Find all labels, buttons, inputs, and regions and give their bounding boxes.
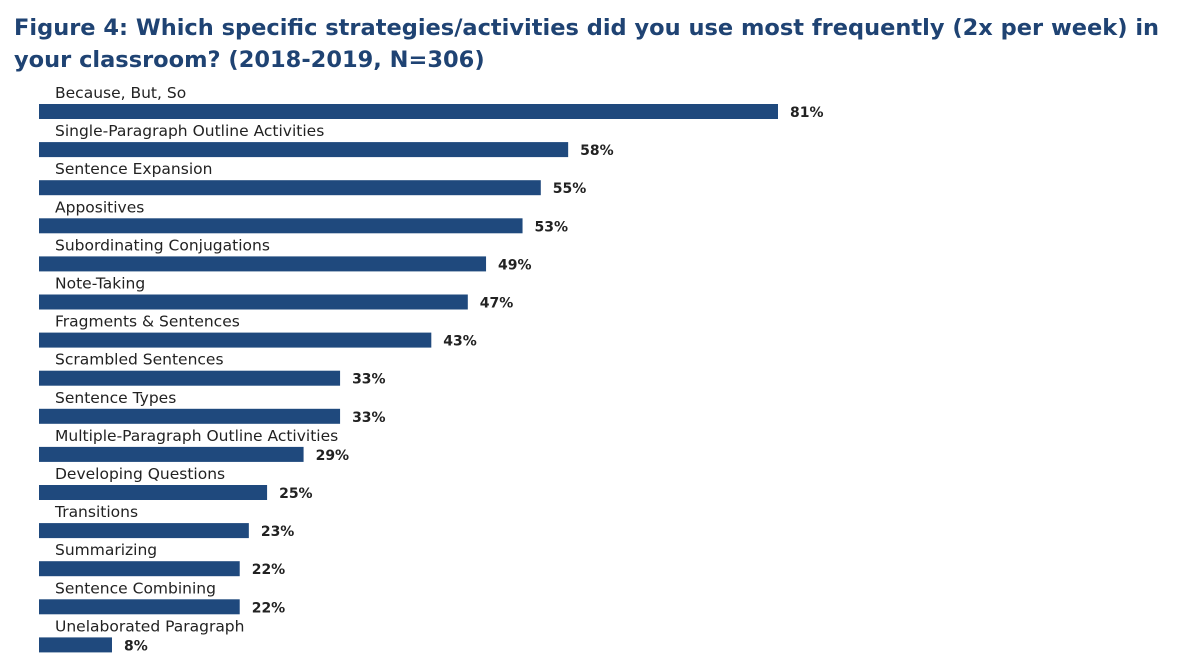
bar xyxy=(39,104,778,119)
value-label: 81% xyxy=(790,105,824,121)
category-label: Developing Questions xyxy=(55,465,225,483)
bar xyxy=(39,294,468,310)
bar xyxy=(39,256,487,272)
bar xyxy=(39,408,341,424)
value-label: 23% xyxy=(261,524,295,540)
value-label: 8% xyxy=(124,638,148,654)
bar xyxy=(39,370,341,386)
value-label: 53% xyxy=(535,219,569,235)
category-label: Summarizing xyxy=(55,541,157,559)
value-label: 29% xyxy=(316,448,350,464)
category-label: Transitions xyxy=(54,503,138,521)
bar xyxy=(39,332,432,348)
value-label: 33% xyxy=(352,410,386,426)
bar xyxy=(39,180,541,196)
value-label: 22% xyxy=(252,600,286,616)
value-label: 43% xyxy=(443,334,477,350)
bar xyxy=(39,561,240,577)
category-label: Sentence Combining xyxy=(55,579,216,597)
bar xyxy=(39,218,523,234)
value-label: 47% xyxy=(480,296,514,312)
chart-title: Figure 4: Which specific strategies/acti… xyxy=(14,15,1160,73)
category-label: Sentence Types xyxy=(55,389,176,407)
value-label: 58% xyxy=(580,143,614,159)
bar xyxy=(39,637,112,653)
value-label: 33% xyxy=(352,372,386,388)
value-label: 22% xyxy=(252,562,286,578)
category-label: Subordinating Conjugations xyxy=(55,236,270,254)
value-label: 25% xyxy=(279,486,313,502)
category-label: Because, But, So xyxy=(55,84,186,102)
bar xyxy=(39,142,569,158)
bar xyxy=(39,446,304,462)
value-label: 49% xyxy=(498,257,532,273)
category-label: Appositives xyxy=(55,198,144,216)
value-label: 55% xyxy=(553,181,587,197)
category-label: Fragments & Sentences xyxy=(55,313,240,331)
category-label: Multiple-Paragraph Outline Activities xyxy=(55,427,338,445)
bar xyxy=(39,523,249,539)
bar xyxy=(39,599,240,615)
category-label: Note-Taking xyxy=(55,275,145,293)
category-label: Unelaborated Paragraph xyxy=(55,617,244,635)
category-label: Sentence Expansion xyxy=(55,160,212,178)
category-label: Scrambled Sentences xyxy=(55,351,224,369)
category-label: Single-Paragraph Outline Activities xyxy=(55,122,324,140)
bar xyxy=(39,485,268,500)
